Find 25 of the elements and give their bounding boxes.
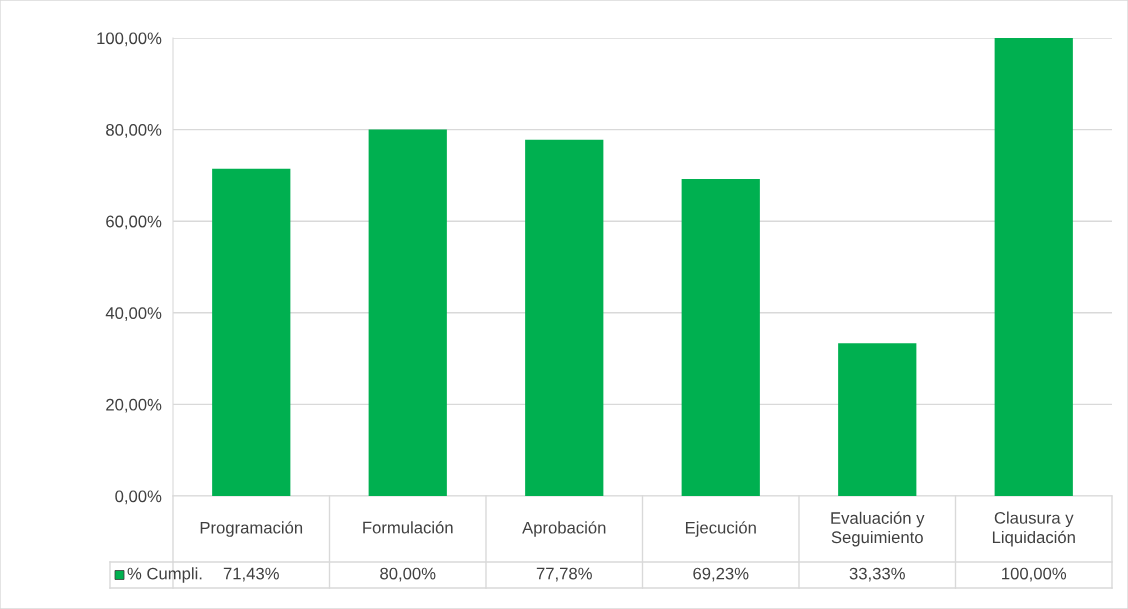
data-label: 80,00%	[380, 567, 436, 582]
bar	[212, 168, 291, 496]
bar	[838, 343, 917, 496]
y-tick-label: 80,00%	[106, 124, 162, 138]
data-label: 69,23%	[693, 567, 749, 582]
data-label: 71,43%	[223, 567, 279, 582]
x-tick-label: Programación	[200, 521, 303, 537]
bar	[681, 178, 760, 496]
x-tick-label: Clausura y Liquidación	[992, 511, 1075, 547]
x-tick-label: Ejecución	[685, 521, 756, 537]
bar	[368, 129, 447, 496]
y-tick-label: 40,00%	[105, 307, 162, 321]
legend-label: % Cumpli.	[127, 567, 202, 583]
data-label: 77,78%	[536, 567, 592, 582]
y-tick-label: 60,00%	[106, 215, 162, 230]
bar	[994, 38, 1073, 496]
y-tick-label: 0,00%	[115, 490, 162, 505]
data-label: 100,00%	[1002, 567, 1067, 582]
data-label: 33,33%	[849, 567, 905, 582]
x-tick-label: Evaluación y Seguimiento	[831, 511, 925, 547]
x-tick-label: Aprobación	[522, 521, 606, 537]
y-tick-label: 100,00%	[97, 32, 162, 47]
x-tick-label: Formulación	[363, 521, 453, 534]
bar	[525, 139, 604, 496]
y-tick-label: 20,00%	[106, 398, 162, 413]
